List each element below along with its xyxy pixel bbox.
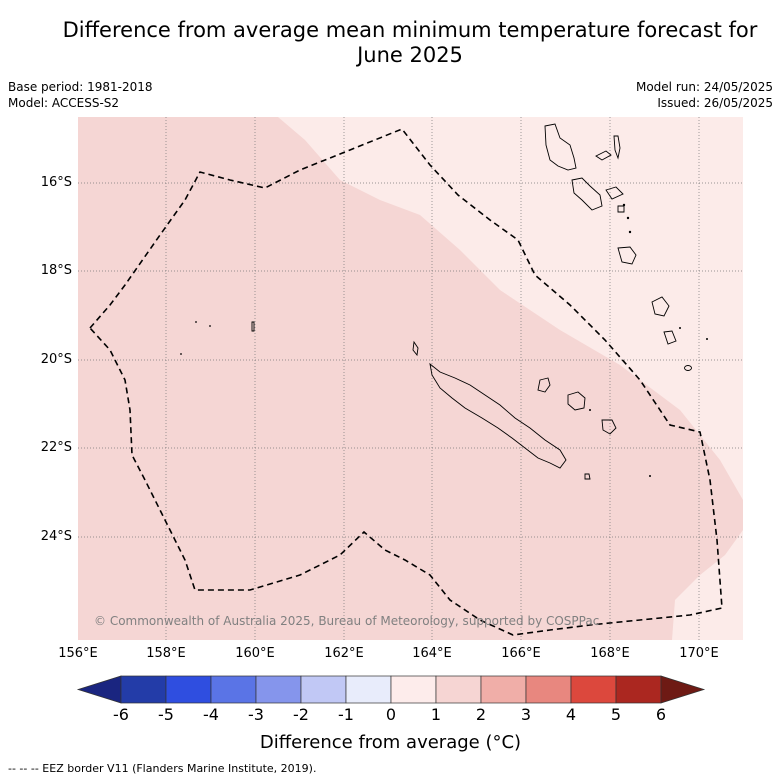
colorbar-tick-label: -6: [113, 705, 129, 724]
colorbar-tick-label: 5: [610, 705, 622, 724]
ouvea-island: [537, 377, 551, 393]
lat-label: 24°S: [40, 529, 72, 544]
ile-des-pins: [584, 473, 591, 480]
islet-dot: [679, 327, 681, 329]
lat-label: 18°S: [40, 263, 72, 278]
efate-island: [617, 246, 637, 265]
islet-dot: [180, 353, 182, 355]
islet-dot: [649, 475, 651, 477]
chesterfield-islet: [251, 321, 255, 332]
base-period: Base period: 1981-2018: [8, 80, 153, 94]
islet-dot: [626, 216, 630, 220]
colorbar-tick-label: 0: [385, 705, 397, 724]
islet-dot: [622, 203, 626, 207]
colorbar-swatch: [255, 675, 302, 704]
islet-dot: [706, 338, 708, 340]
colorbar-tick-label: 3: [520, 705, 532, 724]
lon-label: 156°E: [58, 646, 98, 661]
colorbar-tick-label: -3: [248, 705, 264, 724]
lifou-island: [567, 391, 586, 411]
colorbar-swatch: [165, 675, 212, 704]
colorbar-swatch: [525, 675, 572, 704]
epi-island: [617, 205, 625, 213]
colorbar-tick-label: -4: [203, 705, 219, 724]
colorbar-swatch: [390, 675, 437, 704]
lon-label: 168°E: [590, 646, 630, 661]
islet-dot: [589, 409, 591, 411]
gridlines: [78, 117, 743, 640]
islet-dot: [628, 230, 632, 234]
lon-label: 164°E: [412, 646, 452, 661]
colorbar-swatch: [300, 675, 347, 704]
colorbar-swatch: [210, 675, 257, 704]
lon-label: 166°E: [501, 646, 541, 661]
colorbar-swatch: [435, 675, 482, 704]
mare-island: [601, 419, 617, 435]
zone-lighter: [278, 117, 743, 500]
model-run: Model run: 24/05/2025: [635, 80, 773, 94]
colorbar-extend-high: [660, 675, 706, 704]
belep-island: [412, 340, 419, 357]
lon-label: 158°E: [146, 646, 186, 661]
map-title: Difference from average mean minimum tem…: [40, 18, 780, 68]
new-caledonia-island: [429, 362, 567, 469]
espiritu-santo-island: [544, 123, 577, 171]
malekula-island: [571, 177, 603, 211]
colorbar-tick-label: -2: [293, 705, 309, 724]
zone-lighter-corner: [672, 530, 743, 640]
islet-dot: [195, 321, 197, 323]
footnote: -- -- -- EEZ border V11 (Flanders Marine…: [8, 762, 317, 775]
erromango-island: [651, 296, 670, 317]
colorbar-swatch: [120, 675, 167, 704]
lon-label: 162°E: [324, 646, 364, 661]
eez-border: [88, 128, 723, 636]
colorbar-swatch: [345, 675, 392, 704]
colorbar-tick-label: -5: [158, 705, 174, 724]
colorbar-title: Difference from average (°C): [259, 732, 522, 753]
colorbar-tick-label: 1: [430, 705, 442, 724]
lat-label: 22°S: [40, 440, 72, 455]
colorbar-tick-label: -1: [338, 705, 354, 724]
colorbar-extend-low: [76, 675, 122, 704]
islet-dot: [209, 325, 211, 327]
aneityum-island: [684, 365, 692, 371]
ambrym-island: [605, 186, 624, 200]
lat-label: 16°S: [40, 175, 72, 190]
copyright-notice: © Commonwealth of Australia 2025, Bureau…: [94, 614, 600, 628]
colorbar-swatch: [570, 675, 617, 704]
ambae-island: [595, 150, 612, 161]
model-name: Model: ACCESS-S2: [8, 96, 120, 110]
colorbar-swatch: [615, 675, 662, 704]
meta-left: Base period: 1981-2018 Model: ACCESS-S2: [8, 79, 153, 111]
map-title-line2: June 2025: [357, 43, 463, 67]
colorbar-tick-label: 2: [475, 705, 487, 724]
issued-date: Issued: 26/05/2025: [657, 96, 773, 110]
lon-label: 170°E: [679, 646, 719, 661]
map-title-line1: Difference from average mean minimum tem…: [62, 18, 758, 42]
lon-label: 160°E: [235, 646, 275, 661]
colorbar: [76, 675, 706, 704]
tanna-island: [663, 330, 677, 345]
colorbar-tick-label: 6: [655, 705, 667, 724]
colorbar-swatch: [480, 675, 527, 704]
meta-right: Model run: 24/05/2025 Issued: 26/05/2025: [636, 79, 773, 111]
lat-label: 20°S: [40, 352, 72, 367]
maewo-island: [613, 135, 621, 160]
colorbar-tick-label: 4: [565, 705, 577, 724]
